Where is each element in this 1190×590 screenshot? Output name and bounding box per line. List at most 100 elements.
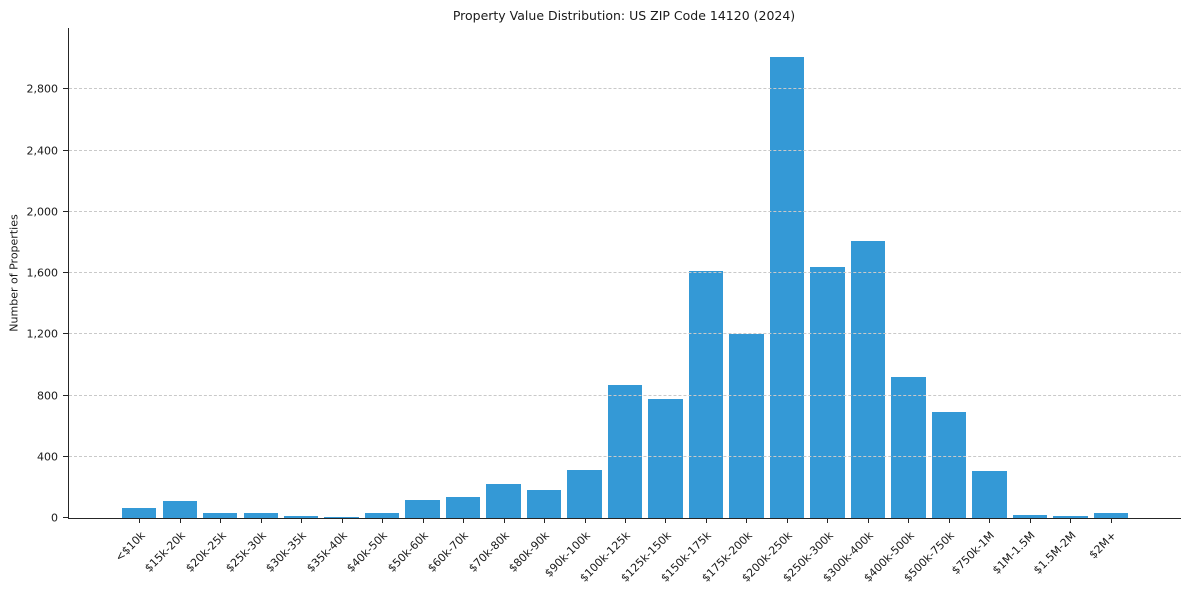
bar-slot bbox=[160, 28, 200, 518]
x-tick-mark bbox=[139, 518, 141, 523]
bar bbox=[203, 512, 238, 518]
y-tick-label: 2,400 bbox=[26, 144, 59, 157]
x-tick-mark bbox=[625, 518, 626, 523]
bar-slot bbox=[645, 28, 685, 518]
bar bbox=[1093, 512, 1129, 518]
bar-slot bbox=[402, 28, 442, 518]
x-tick-label: $1.5M-2M bbox=[1030, 529, 1079, 577]
bar bbox=[445, 497, 481, 518]
bar-slot bbox=[1010, 28, 1050, 518]
bar-slot bbox=[807, 28, 847, 518]
x-tick-label: $40k-50k bbox=[344, 529, 391, 575]
bar bbox=[850, 240, 886, 518]
x-tick-label: $20k-25k bbox=[182, 529, 229, 575]
bar-slot bbox=[1091, 28, 1131, 518]
x-tick-mark bbox=[544, 518, 546, 523]
gridline bbox=[69, 149, 1181, 151]
x-tick-mark bbox=[301, 518, 303, 523]
x-tick-label: $2M+ bbox=[1086, 529, 1119, 562]
bar-slot bbox=[119, 28, 159, 518]
gridline bbox=[69, 88, 1181, 90]
bar-slot bbox=[483, 28, 523, 518]
bar-slot bbox=[321, 28, 361, 518]
bar bbox=[648, 399, 683, 518]
bar bbox=[769, 57, 805, 518]
x-tick-mark bbox=[422, 518, 424, 523]
y-tick-label: 0 bbox=[51, 511, 58, 525]
bar-slot bbox=[888, 28, 928, 518]
x-tick-mark bbox=[746, 518, 748, 523]
x-tick-mark bbox=[705, 518, 707, 523]
bar bbox=[243, 512, 278, 518]
bar-slot bbox=[686, 28, 726, 518]
y-tick-label: 1,200 bbox=[26, 327, 59, 341]
y-tick-mark bbox=[63, 272, 69, 273]
bar bbox=[1053, 515, 1088, 518]
x-tick-mark bbox=[260, 518, 262, 523]
plot-area bbox=[63, 28, 1181, 523]
x-tick-mark bbox=[463, 518, 465, 523]
bar-slot bbox=[443, 28, 483, 518]
y-tick-mark bbox=[63, 149, 69, 151]
bar-slot bbox=[929, 28, 969, 518]
x-tick-label: $35k-40k bbox=[304, 529, 350, 575]
bar bbox=[607, 384, 643, 518]
x-tick-mark bbox=[827, 518, 829, 523]
x-tick-mark bbox=[1110, 518, 1112, 523]
bars bbox=[119, 28, 1131, 518]
bar-slot bbox=[281, 28, 321, 518]
bar bbox=[891, 377, 926, 518]
gridline bbox=[69, 210, 1181, 212]
y-tick-mark bbox=[63, 333, 69, 335]
x-tick-mark bbox=[341, 518, 343, 523]
y-tick-mark bbox=[63, 210, 69, 212]
x-tick-mark bbox=[1070, 518, 1072, 523]
chart-title: Property Value Distribution: US ZIP Code… bbox=[452, 8, 796, 23]
bar-slot bbox=[240, 28, 280, 518]
gridline bbox=[69, 394, 1181, 396]
x-tick-label: $30k-35k bbox=[263, 529, 310, 575]
bar-slot bbox=[767, 28, 807, 518]
gridline bbox=[69, 272, 1181, 273]
y-tick-label: 800 bbox=[37, 389, 58, 402]
x-axis-labels: <$10k $15k-20k $20k-25k $25k-30k $30k-35k $35… bbox=[68, 525, 1180, 587]
gridline bbox=[69, 333, 1181, 335]
y-tick-mark bbox=[63, 88, 69, 90]
x-tick-mark bbox=[948, 518, 950, 523]
x-tick-mark bbox=[908, 518, 910, 523]
bar bbox=[405, 500, 440, 518]
bar-slot bbox=[524, 28, 564, 518]
bar bbox=[526, 490, 562, 518]
bar-slot bbox=[564, 28, 604, 518]
bar-slot bbox=[605, 28, 645, 518]
y-tick-label: 400 bbox=[37, 450, 58, 464]
x-tick-mark bbox=[382, 518, 384, 523]
y-tick-label: 2,800 bbox=[26, 82, 59, 96]
bar bbox=[122, 508, 157, 518]
bar bbox=[1012, 514, 1048, 518]
x-tick-mark bbox=[665, 518, 667, 523]
y-tick-mark bbox=[63, 455, 69, 457]
bar-slot bbox=[200, 28, 240, 518]
x-tick-label: $25k-30k bbox=[223, 529, 269, 575]
y-axis-ticks: 0 400 800 1,200 1,600 2,000 2,400 2,800 bbox=[0, 28, 59, 525]
x-tick-mark bbox=[989, 518, 991, 523]
bar bbox=[567, 469, 602, 518]
bar bbox=[486, 484, 521, 518]
x-tick-mark bbox=[220, 518, 222, 523]
bar bbox=[324, 517, 359, 518]
bar bbox=[162, 501, 197, 518]
x-tick-mark bbox=[1029, 518, 1031, 523]
x-tick-mark bbox=[179, 518, 181, 523]
x-tick-label: <$10k bbox=[112, 529, 148, 565]
bar bbox=[364, 512, 400, 518]
x-tick-mark bbox=[867, 518, 869, 523]
bar bbox=[972, 471, 1007, 518]
bar-slot bbox=[1050, 28, 1090, 518]
x-tick-mark bbox=[584, 518, 586, 523]
bar-slot bbox=[726, 28, 766, 518]
gridline bbox=[69, 455, 1181, 457]
bar bbox=[729, 334, 764, 518]
x-tick-label: $50k-60k bbox=[385, 529, 431, 575]
